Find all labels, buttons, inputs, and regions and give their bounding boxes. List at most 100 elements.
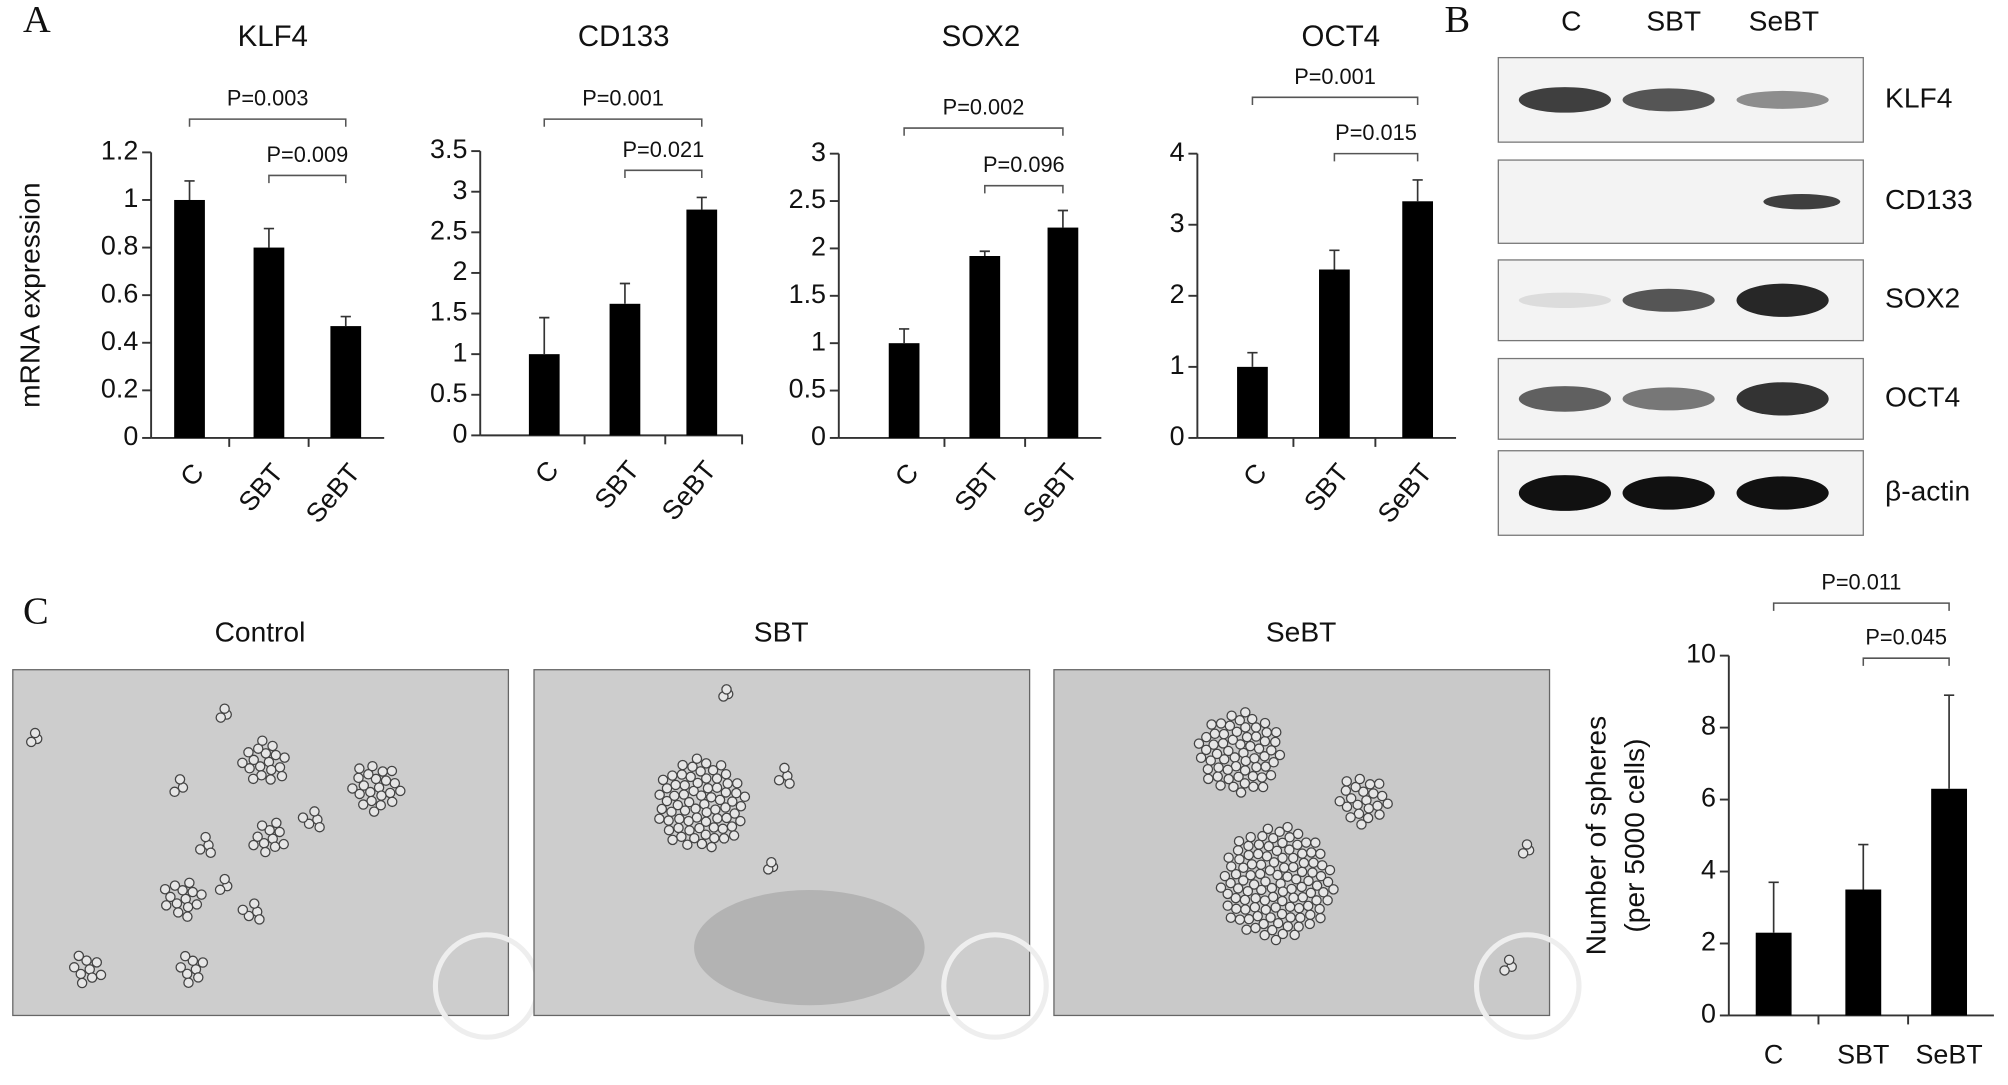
cell xyxy=(1233,771,1244,783)
cell xyxy=(1211,748,1223,760)
cell xyxy=(303,818,315,830)
p-bracket xyxy=(1772,602,1950,611)
cell xyxy=(1265,912,1276,923)
cell xyxy=(1322,895,1333,906)
cell xyxy=(1372,800,1383,812)
cell xyxy=(354,763,365,774)
p-bracket xyxy=(543,118,703,127)
cell xyxy=(1240,904,1251,915)
cell xyxy=(1257,830,1268,842)
p-bracket xyxy=(1333,152,1419,162)
cell xyxy=(735,815,746,827)
cell xyxy=(1213,762,1224,773)
cell xyxy=(694,822,705,834)
cell xyxy=(1209,728,1221,740)
x-tick-label: SBT xyxy=(589,455,646,514)
y-tick-label: 1.5 xyxy=(789,279,826,309)
cell xyxy=(368,806,380,817)
cell xyxy=(711,773,723,784)
p-value: P=0.001 xyxy=(582,86,664,111)
cell xyxy=(700,758,712,769)
blot-band xyxy=(1622,387,1715,411)
cell xyxy=(1270,902,1281,913)
cell xyxy=(1200,744,1212,756)
y-tick-label: 0.5 xyxy=(789,374,826,404)
cell xyxy=(1247,770,1259,782)
cell xyxy=(237,757,248,769)
blot-band xyxy=(1518,475,1612,511)
cell xyxy=(95,969,107,981)
cell xyxy=(29,727,41,739)
cell xyxy=(1324,864,1336,876)
cell xyxy=(1222,764,1234,776)
cell xyxy=(683,815,694,827)
cell xyxy=(1239,894,1251,906)
cell xyxy=(1226,710,1237,721)
p-bracket xyxy=(984,184,1064,194)
cell xyxy=(174,774,186,785)
x-tick-label: SBT xyxy=(1837,1040,1889,1070)
x-tick-label: C xyxy=(1764,1040,1783,1070)
cell xyxy=(1243,913,1255,925)
panel-label: B xyxy=(1445,0,1471,41)
cell xyxy=(1268,757,1279,768)
cell xyxy=(1261,851,1273,862)
cell xyxy=(215,712,227,723)
cell xyxy=(279,752,290,763)
cell xyxy=(1242,885,1254,897)
cell xyxy=(701,806,712,818)
y-tick-label: 0.6 xyxy=(101,278,138,308)
cell xyxy=(1249,753,1260,764)
cell xyxy=(68,962,80,973)
cell xyxy=(1297,892,1309,903)
cell xyxy=(1239,765,1251,776)
blot-band xyxy=(1736,382,1829,416)
cell xyxy=(1287,852,1299,864)
cell xyxy=(1255,859,1267,870)
cell xyxy=(670,779,681,791)
cell xyxy=(1260,876,1271,887)
cell xyxy=(1356,819,1367,830)
cell xyxy=(1268,857,1280,868)
cell xyxy=(1272,869,1283,881)
y-tick-label: 0.8 xyxy=(101,231,138,261)
cell xyxy=(679,780,690,791)
error-bar xyxy=(340,315,351,327)
cell xyxy=(1286,883,1297,895)
cell xyxy=(1517,848,1529,859)
blot-band xyxy=(1518,292,1612,308)
cell xyxy=(1225,912,1237,923)
cell xyxy=(191,899,203,910)
cell xyxy=(297,812,309,823)
bar xyxy=(528,354,560,436)
cell xyxy=(1250,893,1261,904)
cell xyxy=(1259,736,1271,747)
cell xyxy=(689,832,700,844)
p-bracket xyxy=(1862,657,1950,666)
cell xyxy=(86,972,98,983)
cell xyxy=(91,957,103,968)
cell xyxy=(1295,912,1306,923)
cell xyxy=(1201,731,1212,743)
cell xyxy=(1256,772,1268,783)
cell xyxy=(375,799,387,811)
blot-row-label: SOX2 xyxy=(1885,282,1960,314)
cell xyxy=(196,889,207,900)
y-tick-label: 1 xyxy=(811,326,826,356)
chart-title: SOX2 xyxy=(942,20,1021,53)
cell xyxy=(1253,743,1265,754)
cell xyxy=(248,754,259,766)
blot-column-label: SBT xyxy=(1646,4,1701,36)
cell xyxy=(672,799,684,811)
cell xyxy=(1243,840,1254,852)
image-label: SeBT xyxy=(1266,615,1336,647)
cell xyxy=(666,806,677,818)
cell xyxy=(1354,773,1366,785)
chart-title: CD133 xyxy=(578,20,670,53)
cell xyxy=(1254,868,1266,880)
cell xyxy=(710,804,721,815)
cell xyxy=(1284,844,1295,855)
cell xyxy=(1223,745,1234,757)
cell xyxy=(1243,849,1254,861)
